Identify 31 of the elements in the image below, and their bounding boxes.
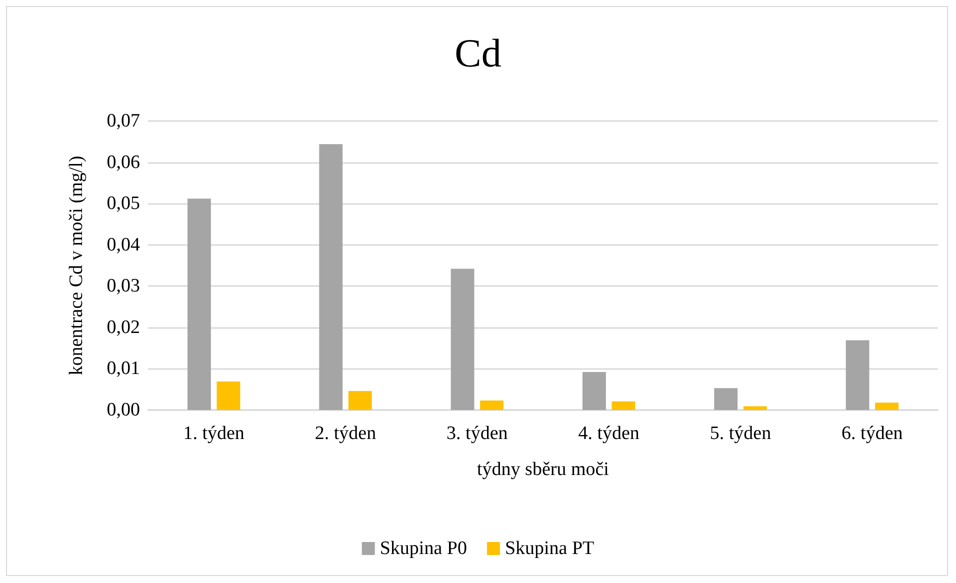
bar bbox=[450, 268, 474, 410]
bar bbox=[319, 144, 343, 410]
y-tick-label: 0,06 bbox=[106, 152, 140, 173]
y-tick-label: 0,01 bbox=[106, 358, 140, 380]
y-axis-title: konentrace Cd v moči (mg/l) bbox=[66, 156, 87, 376]
bar bbox=[875, 402, 898, 410]
legend-label: Skupina P0 bbox=[380, 538, 467, 559]
y-tick-label: 0,04 bbox=[106, 234, 140, 256]
chart-title: Cd bbox=[454, 30, 502, 76]
bar bbox=[714, 388, 738, 410]
bar bbox=[480, 400, 504, 410]
y-tick-label: 0,00 bbox=[106, 400, 140, 420]
x-tick-label: 5. týden bbox=[710, 423, 772, 444]
x-tick-label: 6. týden bbox=[842, 423, 904, 444]
x-tick-label: 3. týden bbox=[446, 423, 508, 444]
x-tick-label: 1. týden bbox=[183, 423, 245, 444]
bar bbox=[612, 401, 636, 410]
x-tick-label: 4. týden bbox=[578, 423, 640, 444]
bar bbox=[846, 340, 870, 410]
bar bbox=[582, 372, 606, 410]
y-tick-label: 0,07 bbox=[106, 110, 140, 132]
legend-label: Skupina PT bbox=[504, 538, 595, 559]
bar bbox=[216, 382, 240, 410]
bar bbox=[743, 406, 767, 410]
bar bbox=[348, 391, 372, 410]
y-tick-label: 0,05 bbox=[106, 193, 140, 214]
y-tick-label: 0,02 bbox=[106, 316, 140, 338]
x-axis-title: týdny sběru moči bbox=[477, 459, 609, 480]
y-tick-label: 0,03 bbox=[106, 276, 140, 297]
bar bbox=[188, 198, 211, 410]
x-tick-label: 2. týden bbox=[314, 423, 377, 444]
